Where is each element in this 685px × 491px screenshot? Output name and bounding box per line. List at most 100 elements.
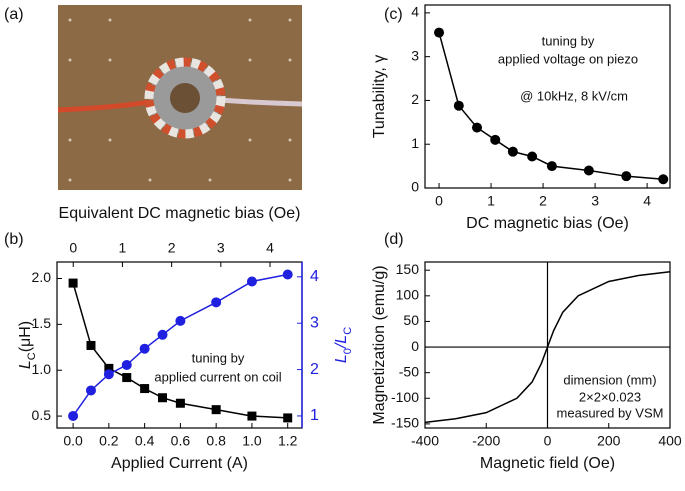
- annotation: tuning by: [192, 350, 245, 365]
- marker: [175, 398, 185, 408]
- label-part: (μH): [17, 321, 34, 352]
- x2-tick-label: 0: [69, 240, 77, 256]
- y-tick-label: 0: [411, 338, 419, 354]
- photo-dots: [68, 18, 292, 182]
- marker: [453, 100, 464, 111]
- y2-tick-label: 3: [310, 314, 319, 331]
- marker: [621, 171, 632, 182]
- y-tick-label: -100: [391, 389, 419, 405]
- red-wire: [57, 99, 151, 113]
- y-tick-label: 0.5: [32, 407, 52, 423]
- y2-tick-label: 4: [310, 268, 319, 285]
- x-tick-label: 400: [658, 433, 682, 449]
- marker: [247, 411, 257, 421]
- x-tick-label: 1.0: [242, 433, 262, 449]
- marker: [283, 413, 293, 423]
- marker: [175, 315, 186, 326]
- label-part: L: [17, 360, 34, 369]
- label-part: L: [333, 354, 350, 363]
- subscript: 0: [342, 348, 354, 354]
- marker: [546, 161, 557, 172]
- marker: [158, 393, 168, 403]
- axis-title: Magnetization (emu/g): [371, 265, 388, 424]
- x2-tick-label: 3: [217, 240, 225, 256]
- y-tick-label: 50: [403, 312, 419, 328]
- annotation: @ 10kHz, 8 kV/cm: [520, 88, 628, 103]
- x-tick-label: 1.2: [278, 433, 298, 449]
- panel-label: (b): [4, 231, 24, 248]
- x-tick-label: 200: [597, 433, 621, 449]
- x-tick-label: 4: [643, 193, 651, 209]
- marker: [103, 369, 114, 380]
- y-tick-label: -50: [399, 363, 419, 379]
- y-tick-label: 2.0: [32, 269, 52, 285]
- photo: [57, 5, 303, 190]
- y-tick-label: 1.5: [32, 315, 52, 331]
- y-tick-label: 0: [411, 179, 419, 195]
- marker: [472, 122, 483, 133]
- y-tick-label: 100: [396, 287, 420, 303]
- annotation: measured by VSM: [557, 405, 664, 420]
- x2-tick-label: 1: [119, 240, 127, 256]
- y-tick-label: 2: [411, 91, 419, 107]
- winding-red: [144, 57, 226, 139]
- axis-title: L0/LC: [333, 327, 354, 363]
- panel-label: (a): [4, 6, 24, 23]
- marker: [211, 405, 221, 415]
- marker: [434, 27, 445, 38]
- marker: [139, 343, 150, 354]
- y-tick-label: 150: [396, 261, 420, 277]
- x-axis-title: Magnetic field (Oe): [480, 455, 615, 472]
- series-line: [72, 282, 288, 419]
- annotation: applied voltage on piezo: [498, 51, 638, 66]
- marker: [68, 278, 78, 288]
- x-tick-label: 2: [539, 193, 547, 209]
- annotation: applied current on coil: [154, 369, 281, 384]
- x2-tick-label: 4: [266, 240, 274, 256]
- x-tick-label: 0.6: [171, 433, 191, 449]
- marker: [157, 329, 168, 340]
- panel-label: (c): [384, 6, 403, 23]
- y-tick-label: 1: [411, 135, 419, 151]
- x-tick-label: 0: [435, 193, 443, 209]
- marker: [85, 385, 96, 396]
- x2-axis-title: Equivalent DC magnetic bias (Oe): [59, 205, 301, 222]
- y-tick-label: 1.0: [32, 361, 52, 377]
- x-tick-label: 1: [487, 193, 495, 209]
- marker: [104, 363, 114, 373]
- marker: [246, 276, 257, 287]
- x-tick-label: -400: [411, 433, 439, 449]
- marker: [507, 146, 518, 157]
- y2-tick-label: 2: [310, 361, 319, 378]
- subscript: C: [26, 352, 38, 360]
- x-axis-title: Applied Current (A): [111, 455, 248, 472]
- series-line: [424, 270, 671, 424]
- series-line: [72, 273, 288, 417]
- marker: [121, 359, 132, 370]
- x-tick-label: 0: [544, 433, 552, 449]
- subscript: C: [342, 327, 354, 335]
- x-tick-label: 0.8: [206, 433, 226, 449]
- white-wire: [219, 97, 303, 107]
- marker: [658, 174, 669, 185]
- y-tick-label: -150: [391, 415, 419, 431]
- marker: [527, 151, 538, 162]
- x-tick-label: 3: [591, 193, 599, 209]
- marker: [211, 297, 222, 308]
- x2-tick-label: 2: [168, 240, 176, 256]
- x-tick-label: 0.4: [135, 433, 155, 449]
- marker: [140, 384, 150, 394]
- plot-frame: [424, 4, 671, 189]
- marker: [86, 340, 96, 350]
- axis-title: Tunability, γ: [371, 55, 388, 139]
- x-tick-label: -200: [472, 433, 500, 449]
- toroid-hole: [170, 83, 200, 113]
- y-tick-label: 3: [411, 47, 419, 63]
- series-line: [438, 32, 664, 180]
- marker: [583, 165, 594, 176]
- annotation: dimension (mm): [563, 372, 656, 387]
- y2-tick-label: 1: [310, 407, 319, 424]
- marker: [68, 410, 79, 421]
- x-axis-title: DC magnetic bias (Oe): [466, 215, 629, 232]
